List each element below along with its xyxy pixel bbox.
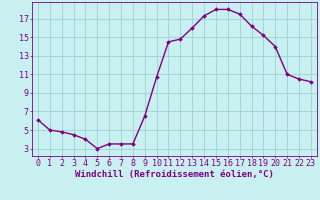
X-axis label: Windchill (Refroidissement éolien,°C): Windchill (Refroidissement éolien,°C) bbox=[75, 170, 274, 179]
